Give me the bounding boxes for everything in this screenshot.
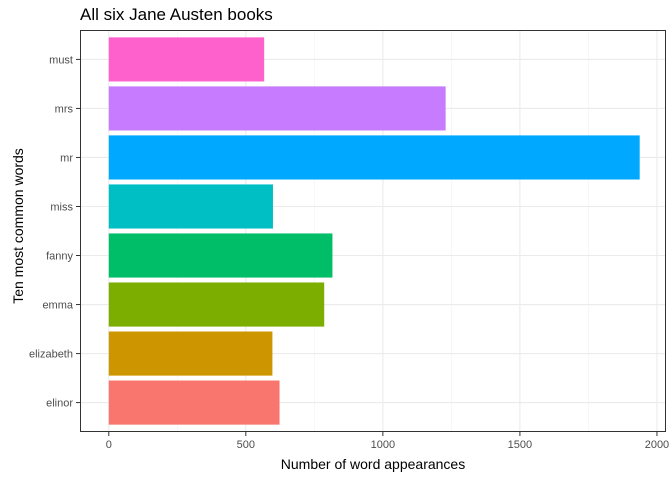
bar-emma: [108, 282, 325, 327]
chart-title: All six Jane Austen books: [80, 5, 273, 24]
bar-elinor: [108, 380, 280, 425]
bar-fanny: [108, 233, 333, 278]
y-tick-label-elizabeth: elizabeth: [29, 349, 73, 361]
x-tick-label: 2000: [645, 439, 669, 451]
y-tick-label-elinor: elinor: [46, 398, 73, 410]
bar-elizabeth: [108, 331, 273, 376]
x-axis-ticks: 0 500 1000 1500 2000: [106, 432, 669, 451]
y-axis-ticks: elinor elizabeth emma fanny miss mr mrs must: [29, 54, 80, 410]
panel-border: [80, 30, 666, 432]
bar-mr: [108, 135, 640, 180]
x-axis-title: Number of word appearances: [280, 456, 466, 472]
bars: [108, 37, 640, 425]
bar-miss: [108, 184, 273, 229]
bar-mrs: [108, 86, 446, 131]
x-tick-label: 500: [237, 439, 255, 451]
y-tick-label-mr: mr: [60, 152, 73, 164]
y-tick-label-miss: miss: [50, 201, 73, 213]
y-axis-title: Ten most common words: [10, 148, 26, 304]
bar-must: [108, 37, 265, 82]
x-tick-label: 1500: [508, 439, 532, 451]
y-tick-label-must: must: [49, 54, 73, 66]
x-tick-label: 1000: [371, 439, 395, 451]
y-tick-label-emma: emma: [42, 300, 73, 312]
x-tick-label: 0: [106, 439, 112, 451]
y-tick-label-fanny: fanny: [46, 251, 73, 263]
y-tick-label-mrs: mrs: [55, 103, 74, 115]
